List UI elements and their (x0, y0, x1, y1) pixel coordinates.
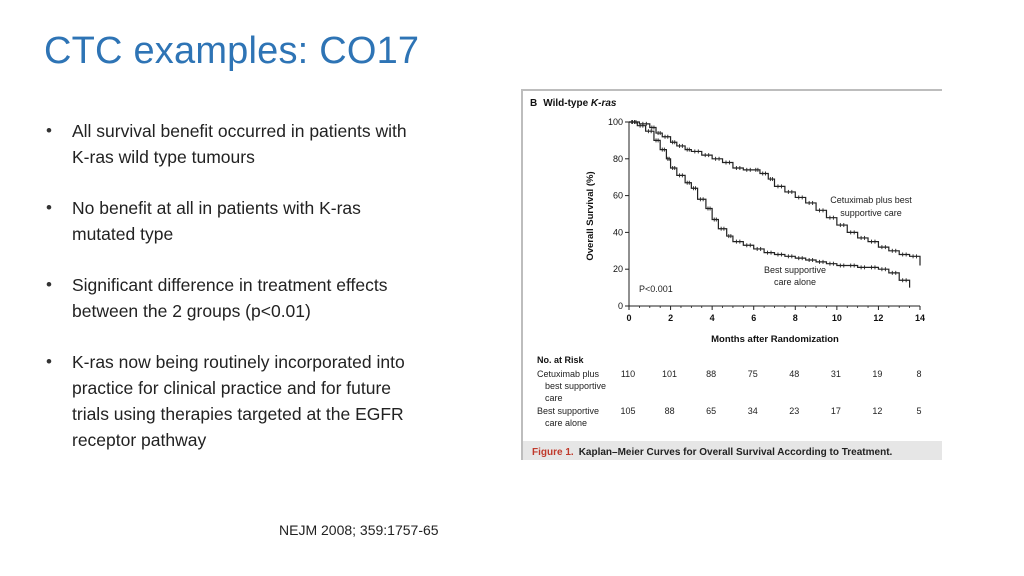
x-tick-label: 6 (751, 313, 756, 323)
y-tick-label: 40 (613, 227, 623, 237)
bullet-item: • All survival benefit occurred in patien… (44, 118, 424, 170)
panel-letter: B (530, 98, 537, 109)
p-value-annotation: P<0.001 (639, 284, 673, 294)
bullet-text: K-ras now being routinely incorporated i… (72, 352, 405, 450)
caption-text: Kaplan–Meier Curves for Overall Survival… (579, 447, 893, 458)
risk-value: 101 (662, 369, 677, 379)
risk-value: 5 (916, 406, 921, 416)
risk-value: 19 (872, 369, 882, 379)
series-label-bsc-line1: Best supportive (764, 265, 826, 275)
km-figure: B Wild-type K-ras Overall Survival (%) 0 2… (521, 89, 942, 460)
figure-border-left (521, 89, 523, 460)
x-tick-label: 14 (915, 313, 925, 323)
y-tick-label: 20 (613, 264, 623, 274)
bullet-dot-icon: • (46, 121, 52, 140)
bullet-item: • No benefit at all in patients with K-ra… (44, 195, 424, 247)
risk-value: 23 (789, 406, 799, 416)
risk-value: 105 (620, 406, 635, 416)
risk-row-label: care alone (545, 418, 587, 428)
bullet-item: • K-ras now being routinely incorporated … (44, 349, 424, 453)
slide-title: CTC examples: CO17 (44, 30, 420, 72)
risk-row-label: Cetuximab plus (537, 369, 600, 379)
x-tick-label: 10 (832, 313, 842, 323)
risk-value: 34 (748, 406, 758, 416)
risk-value: 31 (831, 369, 841, 379)
series-label-cetuximab-line1: Cetuximab plus best (830, 195, 912, 205)
risk-value: 17 (831, 406, 841, 416)
risk-row-label: best supportive (545, 381, 606, 391)
y-tick-label: 100 (608, 117, 623, 127)
citation: NEJM 2008; 359:1757-65 (279, 522, 439, 538)
axis-ticks: 0 2 4 6 8 10 12 14 0 20 40 60 80 100 (608, 117, 925, 323)
panel-title: Wild-type (543, 98, 591, 109)
caption-label: Figure 1. (532, 447, 574, 458)
risk-value: 110 (621, 369, 635, 379)
y-axis-label: Overall Survival (%) (585, 171, 596, 260)
km-chart-svg: B Wild-type K-ras Overall Survival (%) 0 2… (530, 98, 925, 458)
survival-curves (629, 120, 921, 288)
bullet-text: All survival benefit occurred in patient… (72, 121, 407, 167)
x-tick-label: 2 (668, 313, 673, 323)
risk-table-values: 110 101 88 75 48 31 19 8 105 88 65 34 23 17 12 5 (620, 369, 921, 416)
x-axis-label: Months after Randomization (711, 334, 839, 345)
risk-value: 12 (872, 406, 882, 416)
curve-cetuximab (629, 121, 921, 266)
figure-border-top (521, 89, 942, 91)
risk-value: 65 (706, 406, 716, 416)
risk-value: 48 (789, 369, 799, 379)
risk-row-label: care (545, 393, 563, 403)
risk-value: 88 (665, 406, 675, 416)
x-tick-label: 0 (626, 313, 631, 323)
x-tick-label: 12 (873, 313, 883, 323)
bullet-item: • Significant difference in treatment eff… (44, 272, 424, 324)
series-label-bsc-line2: care alone (774, 277, 816, 287)
bullet-text: No benefit at all in patients with K-ras… (72, 198, 361, 244)
y-tick-label: 60 (613, 191, 623, 201)
risk-row-label: Best supportive (537, 406, 599, 416)
bullet-dot-icon: • (46, 198, 52, 217)
y-tick-label: 80 (613, 154, 623, 164)
risk-value: 75 (748, 369, 758, 379)
bullet-dot-icon: • (46, 352, 52, 371)
x-tick-label: 4 (710, 313, 715, 323)
caption-band (523, 441, 942, 460)
x-tick-label: 8 (793, 313, 798, 323)
series-label-cetuximab-line2: supportive care (840, 208, 902, 218)
y-tick-label: 0 (618, 301, 623, 311)
svg-text:Figure 1.Kaplan–Meier Curves f: Figure 1. Kaplan–Meier Curves for Overall… (532, 447, 893, 458)
bullet-dot-icon: • (46, 275, 52, 294)
bullet-text: Significant difference in treatment effe… (72, 275, 388, 321)
risk-value: 88 (706, 369, 716, 379)
bullet-list: • All survival benefit occurred in patien… (44, 118, 424, 478)
risk-table-header: No. at Risk (537, 355, 585, 365)
panel-title-italic: K-ras (591, 98, 617, 109)
risk-value: 8 (916, 369, 921, 379)
